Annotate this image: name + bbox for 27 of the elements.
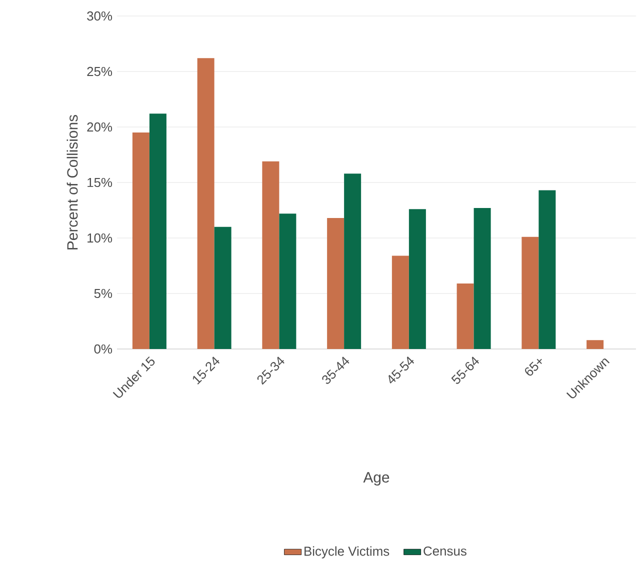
- bar: [392, 256, 409, 350]
- legend-label: Bicycle Victims: [304, 546, 390, 559]
- y-tick-label: 25%: [87, 67, 112, 76]
- bar: [586, 340, 604, 350]
- bar: [149, 114, 166, 350]
- bar: [344, 174, 362, 350]
- bar: [132, 132, 150, 350]
- bar: [456, 284, 474, 350]
- y-tick-label: 10%: [88, 234, 112, 243]
- x-tick-label: 65+: [525, 359, 542, 376]
- bar: [474, 208, 491, 350]
- legend-label: Census: [424, 546, 466, 556]
- bar: [214, 227, 232, 350]
- y-tick-label: 30%: [87, 12, 112, 21]
- bar: [408, 209, 426, 350]
- y-tick-label: 15%: [88, 178, 112, 188]
- y-axis-title: Percent of Collisions: [66, 115, 78, 250]
- bar: [522, 237, 539, 350]
- bar: [538, 190, 556, 350]
- bar: [262, 162, 280, 350]
- y-tick-label: 0%: [94, 344, 112, 354]
- y-tick-label: 20%: [87, 122, 112, 132]
- y-tick-label: 5%: [94, 289, 112, 298]
- bar: [279, 214, 296, 350]
- bar: [197, 58, 214, 350]
- bar: [327, 218, 344, 350]
- x-axis-title: Age: [363, 472, 390, 486]
